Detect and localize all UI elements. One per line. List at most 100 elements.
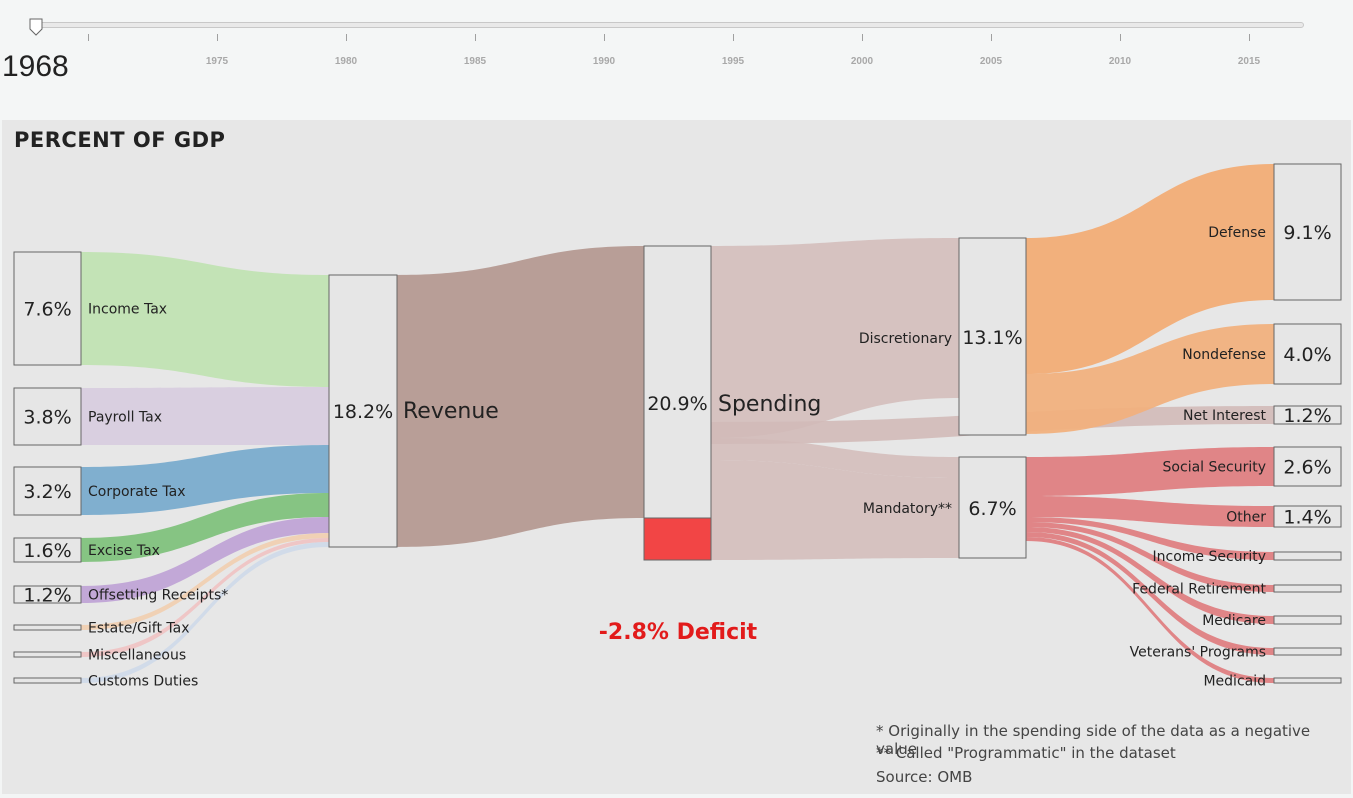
slider-tick (88, 34, 89, 41)
label-mandatory: Mandatory** (863, 501, 952, 517)
flow-estate-gift-tax (81, 533, 329, 630)
flow-other (1026, 496, 1274, 527)
node-payroll-tax (13, 387, 82, 446)
node-federal-retirement (1273, 584, 1342, 593)
slider-tick (733, 34, 734, 41)
slider-tick (1120, 34, 1121, 41)
value-excise-tax: 1.6% (23, 540, 71, 562)
slider-tick (604, 34, 605, 41)
flow-spending-to-discretionary (711, 238, 959, 438)
slider-tick (862, 34, 863, 41)
node-medicaid (1273, 677, 1342, 684)
flow-miscellaneous (81, 538, 329, 657)
label-excise-tax: Excise Tax (88, 543, 160, 559)
footnote-mandatory: ** Called "Programmatic" in the dataset (876, 744, 1176, 762)
value-other: 1.4% (1283, 507, 1331, 529)
node-other (1273, 505, 1342, 528)
slider-track[interactable] (32, 22, 1304, 28)
value-corporate-tax: 3.2% (23, 481, 71, 503)
label-income-security: Income Security (1153, 549, 1266, 565)
node-defense (1273, 163, 1342, 301)
flow-federal-retirement (1026, 522, 1274, 592)
node-nondefense (1273, 323, 1342, 385)
slider-tick (217, 34, 218, 41)
label-estate-gift-tax: Estate/Gift Tax (88, 621, 190, 637)
slider-tick-label: 2015 (1237, 56, 1261, 67)
slider-tick-label: 2000 (850, 56, 874, 67)
year-slider-area: 1975 1980 1985 1990 1995 2000 2005 2010 2015 196… (0, 0, 1353, 120)
label-veterans-programs: Veterans' Programs (1130, 645, 1266, 661)
label-federal-retirement: Federal Retirement (1132, 582, 1266, 598)
label-medicaid: Medicaid (1203, 674, 1266, 690)
label-customs-duties: Customs Duties (88, 674, 198, 690)
slider-handle[interactable] (29, 18, 43, 36)
flow-veterans-programs (1026, 532, 1274, 655)
value-discretionary: 13.1% (962, 327, 1022, 349)
flow-nondefense (1026, 324, 1274, 434)
node-net-interest (1273, 405, 1342, 425)
label-income-tax: Income Tax (88, 302, 167, 318)
flow-payroll-tax (81, 387, 329, 445)
flow-excise-tax (81, 493, 329, 562)
label-nondefense: Nondefense (1182, 347, 1266, 363)
label-medicare: Medicare (1202, 613, 1266, 629)
node-veterans-programs (1273, 647, 1342, 656)
label-other: Other (1226, 510, 1266, 526)
node-spending (643, 245, 712, 519)
flow-spending-to-mandatory (711, 438, 959, 478)
value-revenue: 18.2% (333, 401, 393, 423)
slider-tick-label: 2005 (979, 56, 1003, 67)
chart-panel: PERCENT OF GDP 7.6% Income Tax 3.8% Payroll… (2, 120, 1351, 794)
flow-medicare (1026, 527, 1274, 624)
node-customs-duties (13, 677, 82, 684)
value-payroll-tax: 3.8% (23, 407, 71, 429)
flow-revenue-to-spending (397, 246, 644, 547)
value-defense: 9.1% (1283, 222, 1331, 244)
label-miscellaneous: Miscellaneous (88, 648, 186, 664)
flow-defense (1026, 164, 1274, 374)
node-social-security (1273, 446, 1342, 487)
flow-offsetting-receipts (81, 517, 329, 603)
slider-tick (346, 34, 347, 41)
label-offsetting-receipts: Offsetting Receipts* (88, 588, 228, 604)
slider-tick (475, 34, 476, 41)
slider-tick-label: 1995 (721, 56, 745, 67)
current-year: 1968 (2, 50, 69, 83)
value-spending: 20.9% (647, 393, 707, 415)
value-mandatory: 6.7% (968, 498, 1016, 520)
node-mandatory (958, 456, 1027, 559)
flow-income-security (1026, 517, 1274, 560)
label-revenue: Revenue (403, 399, 499, 424)
node-miscellaneous (13, 651, 82, 658)
flow-medicaid (1026, 537, 1274, 683)
slider-tick (1249, 34, 1250, 41)
node-offsetting-receipts (13, 585, 82, 604)
source-note: Source: OMB (876, 768, 973, 786)
label-social-security: Social Security (1163, 460, 1266, 476)
flow-income-tax (81, 252, 329, 387)
slider-tick-label: 1990 (592, 56, 616, 67)
footnote-offsetting: * Originally in the spending side of the… (876, 722, 1311, 758)
node-corporate-tax (13, 466, 82, 516)
slider-tick-label: 1975 (205, 56, 229, 67)
value-social-security: 2.6% (1283, 457, 1331, 479)
label-net-interest: Net Interest (1183, 408, 1266, 424)
label-corporate-tax: Corporate Tax (88, 484, 186, 500)
node-medicare (1273, 615, 1342, 625)
value-income-tax: 7.6% (23, 299, 71, 321)
flow-social-security (1026, 447, 1274, 496)
flow-spending-to-mandatory-2 (711, 460, 959, 560)
label-spending: Spending (718, 392, 821, 417)
label-discretionary: Discretionary (859, 331, 952, 347)
value-net-interest: 1.2% (1283, 405, 1331, 427)
node-discretionary (958, 237, 1027, 436)
value-offsetting-receipts: 1.2% (23, 585, 71, 607)
node-revenue (328, 274, 398, 548)
label-deficit: -2.8% Deficit (599, 620, 758, 645)
label-payroll-tax: Payroll Tax (88, 410, 162, 426)
node-estate-gift-tax (13, 624, 82, 631)
flow-customs-duties (81, 542, 329, 683)
sankey-diagram: 7.6% Income Tax 3.8% Payroll Tax 3.2% Corpora… (13, 163, 1342, 690)
slider-tick-label: 1985 (463, 56, 487, 67)
chart-title: PERCENT OF GDP (14, 128, 226, 152)
